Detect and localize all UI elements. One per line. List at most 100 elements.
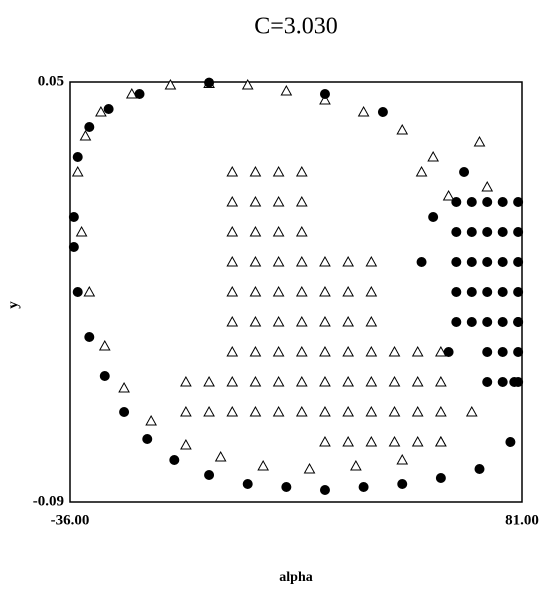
circle-point xyxy=(482,197,493,207)
triangle-point xyxy=(342,345,355,357)
triangle-point xyxy=(249,195,262,207)
circle-point xyxy=(482,377,493,387)
triangle-point xyxy=(226,345,239,357)
triangle-point xyxy=(365,375,378,387)
triangle-point xyxy=(396,453,409,465)
circle-point xyxy=(358,482,369,492)
circle-point xyxy=(466,197,477,207)
triangle-point xyxy=(435,435,447,447)
triangle-point xyxy=(295,345,308,357)
triangle-point xyxy=(342,435,355,447)
triangle-point xyxy=(435,405,447,417)
circle-point xyxy=(497,197,508,207)
circle-point xyxy=(497,377,508,387)
circle-point xyxy=(451,287,462,297)
triangle-point xyxy=(257,459,270,471)
triangle-point xyxy=(214,450,227,462)
circle-point xyxy=(466,257,477,267)
circle-point xyxy=(497,287,508,297)
triangle-point xyxy=(226,375,239,387)
triangle-point xyxy=(396,123,409,135)
triangle-point xyxy=(319,255,331,267)
triangle-point xyxy=(83,285,96,297)
triangle-point xyxy=(272,405,285,417)
triangle-point xyxy=(203,375,215,387)
triangle-point xyxy=(226,225,239,237)
circle-point xyxy=(204,77,215,88)
circle-point xyxy=(435,473,446,483)
triangle-point xyxy=(319,93,331,105)
triangle-point xyxy=(357,105,370,117)
triangle-point xyxy=(388,405,401,417)
circle-point xyxy=(416,257,427,267)
circle-point xyxy=(513,317,524,327)
circle-point xyxy=(142,434,153,444)
circle-point xyxy=(451,197,462,207)
triangle-point xyxy=(295,195,308,207)
circle-point xyxy=(319,485,330,495)
triangle-point xyxy=(319,285,331,297)
triangle-point xyxy=(365,345,378,357)
circle-point xyxy=(513,377,524,387)
circle-point xyxy=(497,347,508,357)
triangle-point xyxy=(319,405,331,417)
circle-point xyxy=(497,227,508,237)
circle-point xyxy=(68,212,79,222)
triangle-point xyxy=(249,165,262,177)
circle-point xyxy=(204,470,215,480)
triangle-point xyxy=(249,315,262,327)
triangle-point xyxy=(481,180,494,192)
triangle-point xyxy=(226,165,239,177)
triangle-point xyxy=(295,405,308,417)
triangle-point xyxy=(388,345,401,357)
triangle-point xyxy=(226,255,239,267)
triangle-point xyxy=(365,435,378,447)
triangle-point xyxy=(272,345,285,357)
triangle-point xyxy=(319,435,331,447)
circle-point xyxy=(459,167,470,177)
chart-title: C=3.030 xyxy=(254,14,338,40)
triangle-point xyxy=(241,78,254,90)
circle-point xyxy=(68,242,79,252)
circle-point xyxy=(451,317,462,327)
triangle-point xyxy=(180,438,192,450)
circle-point xyxy=(474,464,485,474)
triangle-point xyxy=(280,84,293,96)
x-tick-label: -36.00 xyxy=(51,512,90,528)
triangle-point xyxy=(272,195,285,207)
triangle-point xyxy=(79,129,92,141)
triangle-point xyxy=(365,405,378,417)
circle-point xyxy=(482,317,493,327)
triangle-point xyxy=(295,375,308,387)
triangle-point xyxy=(272,165,285,177)
circle-point xyxy=(319,89,330,99)
triangle-point xyxy=(411,375,424,387)
circle-point xyxy=(72,287,83,297)
triangle-point xyxy=(365,285,378,297)
triangle-point xyxy=(249,255,262,267)
triangle-point xyxy=(226,315,239,327)
circle-point xyxy=(466,287,477,297)
triangle-point xyxy=(272,255,285,267)
triangle-point xyxy=(435,345,447,357)
circle-point xyxy=(242,479,253,489)
triangle-point xyxy=(411,345,424,357)
triangle-point xyxy=(295,285,308,297)
circle-point xyxy=(505,437,516,447)
triangle-point xyxy=(415,165,428,177)
triangle-point xyxy=(319,375,331,387)
triangle-point xyxy=(249,345,262,357)
triangle-point xyxy=(388,435,401,447)
triangle-point xyxy=(465,405,478,417)
circle-point xyxy=(513,227,524,237)
triangle-point xyxy=(388,375,401,387)
triangle-point xyxy=(303,462,316,474)
circle-point xyxy=(466,227,477,237)
triangle-point xyxy=(95,105,107,117)
triangle-point xyxy=(473,135,486,147)
triangle-point xyxy=(203,405,215,417)
triangle-point xyxy=(435,375,447,387)
triangle-point xyxy=(145,414,157,426)
triangle-point xyxy=(249,225,262,237)
triangle-point xyxy=(272,285,285,297)
